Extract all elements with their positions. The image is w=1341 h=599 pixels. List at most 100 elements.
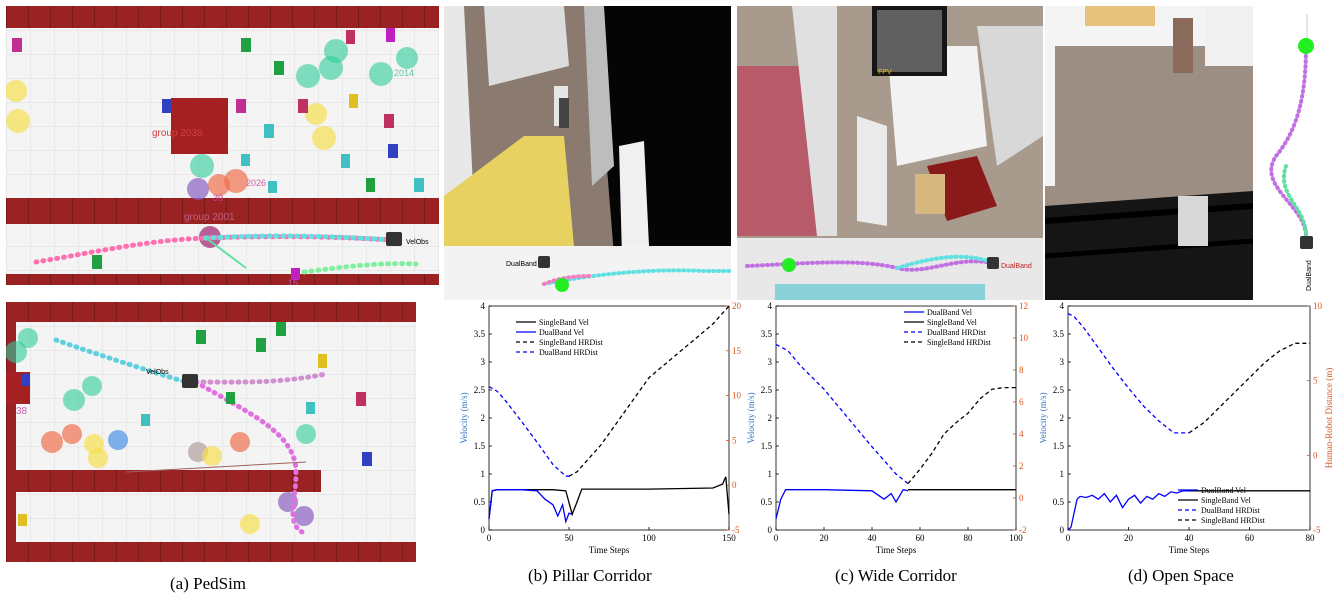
x-tick-label: 100 xyxy=(1009,533,1023,543)
x-tick-label: 20 xyxy=(1124,533,1134,543)
series-line-singleband-hrdist xyxy=(907,386,1016,485)
y2-tick-label: 15 xyxy=(732,346,742,356)
pillar-scene-render: DualBand xyxy=(444,6,731,300)
y-tick-label: 4 xyxy=(481,302,486,311)
x-tick-label: 60 xyxy=(1245,533,1255,543)
wide-fpv-label: FPV xyxy=(878,69,892,76)
x-tick-label: 0 xyxy=(487,533,492,543)
robot-icon-pillar xyxy=(538,256,550,268)
pedsim-id-39: 39 xyxy=(213,193,223,203)
y-tick-label: 0.5 xyxy=(761,497,773,507)
series-line-dualband-vel xyxy=(775,488,909,519)
legend-label: SingleBand HRDist xyxy=(539,338,604,347)
pedsim-group-mid: group 2001 xyxy=(184,212,235,223)
x-tick-label: 0 xyxy=(1066,533,1071,543)
y-tick-label: 3.5 xyxy=(761,329,773,339)
pedsim-id-2026: 2026 xyxy=(246,178,266,188)
x-tick-label: 100 xyxy=(642,533,656,543)
y-tick-label: 2.5 xyxy=(761,385,773,395)
legend-label: DualBand Vel xyxy=(927,308,973,317)
series-line-dualband-hrdist xyxy=(1067,312,1189,434)
wall-middle-b xyxy=(6,470,321,492)
chart-open-space: 0 20 40 60 80 0 0.5 1 1.5 2 2.5 3 3.5 4 -5 0 5 10 Time Ste… xyxy=(1040,302,1340,557)
y-tick-label: 1 xyxy=(1060,469,1065,479)
series-line-dualband-hrdist xyxy=(775,343,909,485)
y-tick-label: 1.5 xyxy=(761,441,773,451)
legend-label: DualBand Vel xyxy=(539,328,585,337)
y-tick-label: 0.5 xyxy=(1053,497,1065,507)
y2-tick-label: 0 xyxy=(1019,493,1024,503)
pillar-corridor-scene: DualBand xyxy=(444,6,731,300)
x-axis-label: Time Steps xyxy=(876,545,917,555)
robot-icon xyxy=(386,232,402,246)
wall-top xyxy=(6,6,439,28)
legend-label: SingleBand Vel xyxy=(1201,496,1252,505)
goal-marker-wide xyxy=(782,258,796,272)
pedsim-id-38: 38 xyxy=(16,406,28,417)
pillar-dualband-label: DualBand xyxy=(506,261,537,268)
wall-bottom-b xyxy=(6,542,416,562)
pedsim-top-view: 2014 group 2038 2026 39 group 2001 VelOb… xyxy=(6,6,439,285)
legend-label: DualBand HRDist xyxy=(927,328,987,337)
chart-pillar-corridor: 0 50 100 150 0 0.5 1 1.5 2 2.5 3 3.5 4 -5 0 5 10 15 20 Time… xyxy=(444,302,744,557)
legend-label: SingleBand Vel xyxy=(927,318,978,327)
y-tick-label: 2.5 xyxy=(1053,385,1065,395)
human-figure-open xyxy=(1173,18,1193,73)
y-tick-label: 1.5 xyxy=(1053,441,1065,451)
y-tick-label: 3.5 xyxy=(474,329,486,339)
series-line-singleband-hrdist xyxy=(568,305,730,477)
y-tick-label: 3 xyxy=(481,357,486,367)
y2-tick-label: 5 xyxy=(1313,376,1318,386)
plot-frame xyxy=(488,305,730,531)
x-tick-label: 0 xyxy=(774,533,779,543)
caption-wide-corridor: (c) Wide Corridor xyxy=(835,566,957,585)
y2-tick-label: 10 xyxy=(732,391,742,401)
y2-tick-label: 2 xyxy=(1019,461,1024,471)
y-tick-label: 0 xyxy=(768,525,773,535)
open-scene-render xyxy=(1045,6,1253,300)
x-tick-label: 80 xyxy=(1306,533,1316,543)
y-tick-label: 3.5 xyxy=(1053,329,1065,339)
y2-tick-label: 4 xyxy=(1019,429,1024,439)
y-tick-label: 3 xyxy=(768,357,773,367)
caption-pedsim: (a) PedSim xyxy=(170,574,247,593)
pedsim-bottom-scene: VelObs 38 xyxy=(6,302,416,562)
wall-middle xyxy=(6,198,439,224)
y-tick-label: 0.5 xyxy=(474,497,486,507)
y-tick-label: 4 xyxy=(1060,302,1065,311)
y-axis-label: Velocity (m/s) xyxy=(1040,392,1048,443)
wide-corridor-scene: FPV DualBand xyxy=(737,6,1043,300)
pedsim-id-15: 15 xyxy=(288,278,298,285)
y-tick-label: 1 xyxy=(768,469,773,479)
y2-tick-label: 6 xyxy=(1019,397,1024,407)
y2-tick-label: -5 xyxy=(1313,525,1321,535)
pedestrian-markers-b xyxy=(6,328,316,534)
caption-pillar-corridor: (b) Pillar Corridor xyxy=(528,566,652,585)
y2-tick-label: 5 xyxy=(732,435,737,445)
y2-tick-label: 20 xyxy=(732,302,742,311)
y-tick-label: 2 xyxy=(768,413,773,423)
legend-label: SingleBand Vel xyxy=(539,318,590,327)
y2-tick-label: -2 xyxy=(1019,525,1027,535)
pedsim-group-top: group 2038 xyxy=(152,128,203,139)
pedsim-velobs-bottom: VelObs xyxy=(146,369,169,376)
y2-tick-label: 0 xyxy=(1313,450,1318,460)
chart-pillar-svg: 0 50 100 150 0 0.5 1 1.5 2 2.5 3 3.5 4 -5 0 5 10 15 20 Time… xyxy=(459,302,742,555)
y2-tick-label: 0 xyxy=(732,480,737,490)
y2-tick-label: 12 xyxy=(1019,302,1028,311)
legend-label: SingleBand HRDist xyxy=(927,338,992,347)
pillar-map-strip xyxy=(444,246,731,300)
y-axis-label: Velocity (m/s) xyxy=(459,392,469,443)
wide-map-bar xyxy=(775,284,985,300)
wide-scene-render: FPV DualBand xyxy=(737,6,1043,300)
goal-marker xyxy=(555,278,569,292)
x-axis-label: Time Steps xyxy=(1169,545,1210,555)
y-tick-label: 2 xyxy=(1060,413,1065,423)
chart-wide-corridor: 0 20 40 60 80 100 0 0.5 1 1.5 2 2.5 3 3.5 4 -2 0 2 4 6 8 10 12… xyxy=(744,302,1040,557)
x-axis-label: Time Steps xyxy=(589,545,630,555)
wall-left-b xyxy=(6,322,16,542)
chart-open-svg: 0 20 40 60 80 0 0.5 1 1.5 2 2.5 3 3.5 4 -5 0 5 10 Time Ste… xyxy=(1040,302,1334,555)
wall-bottom xyxy=(6,274,439,285)
